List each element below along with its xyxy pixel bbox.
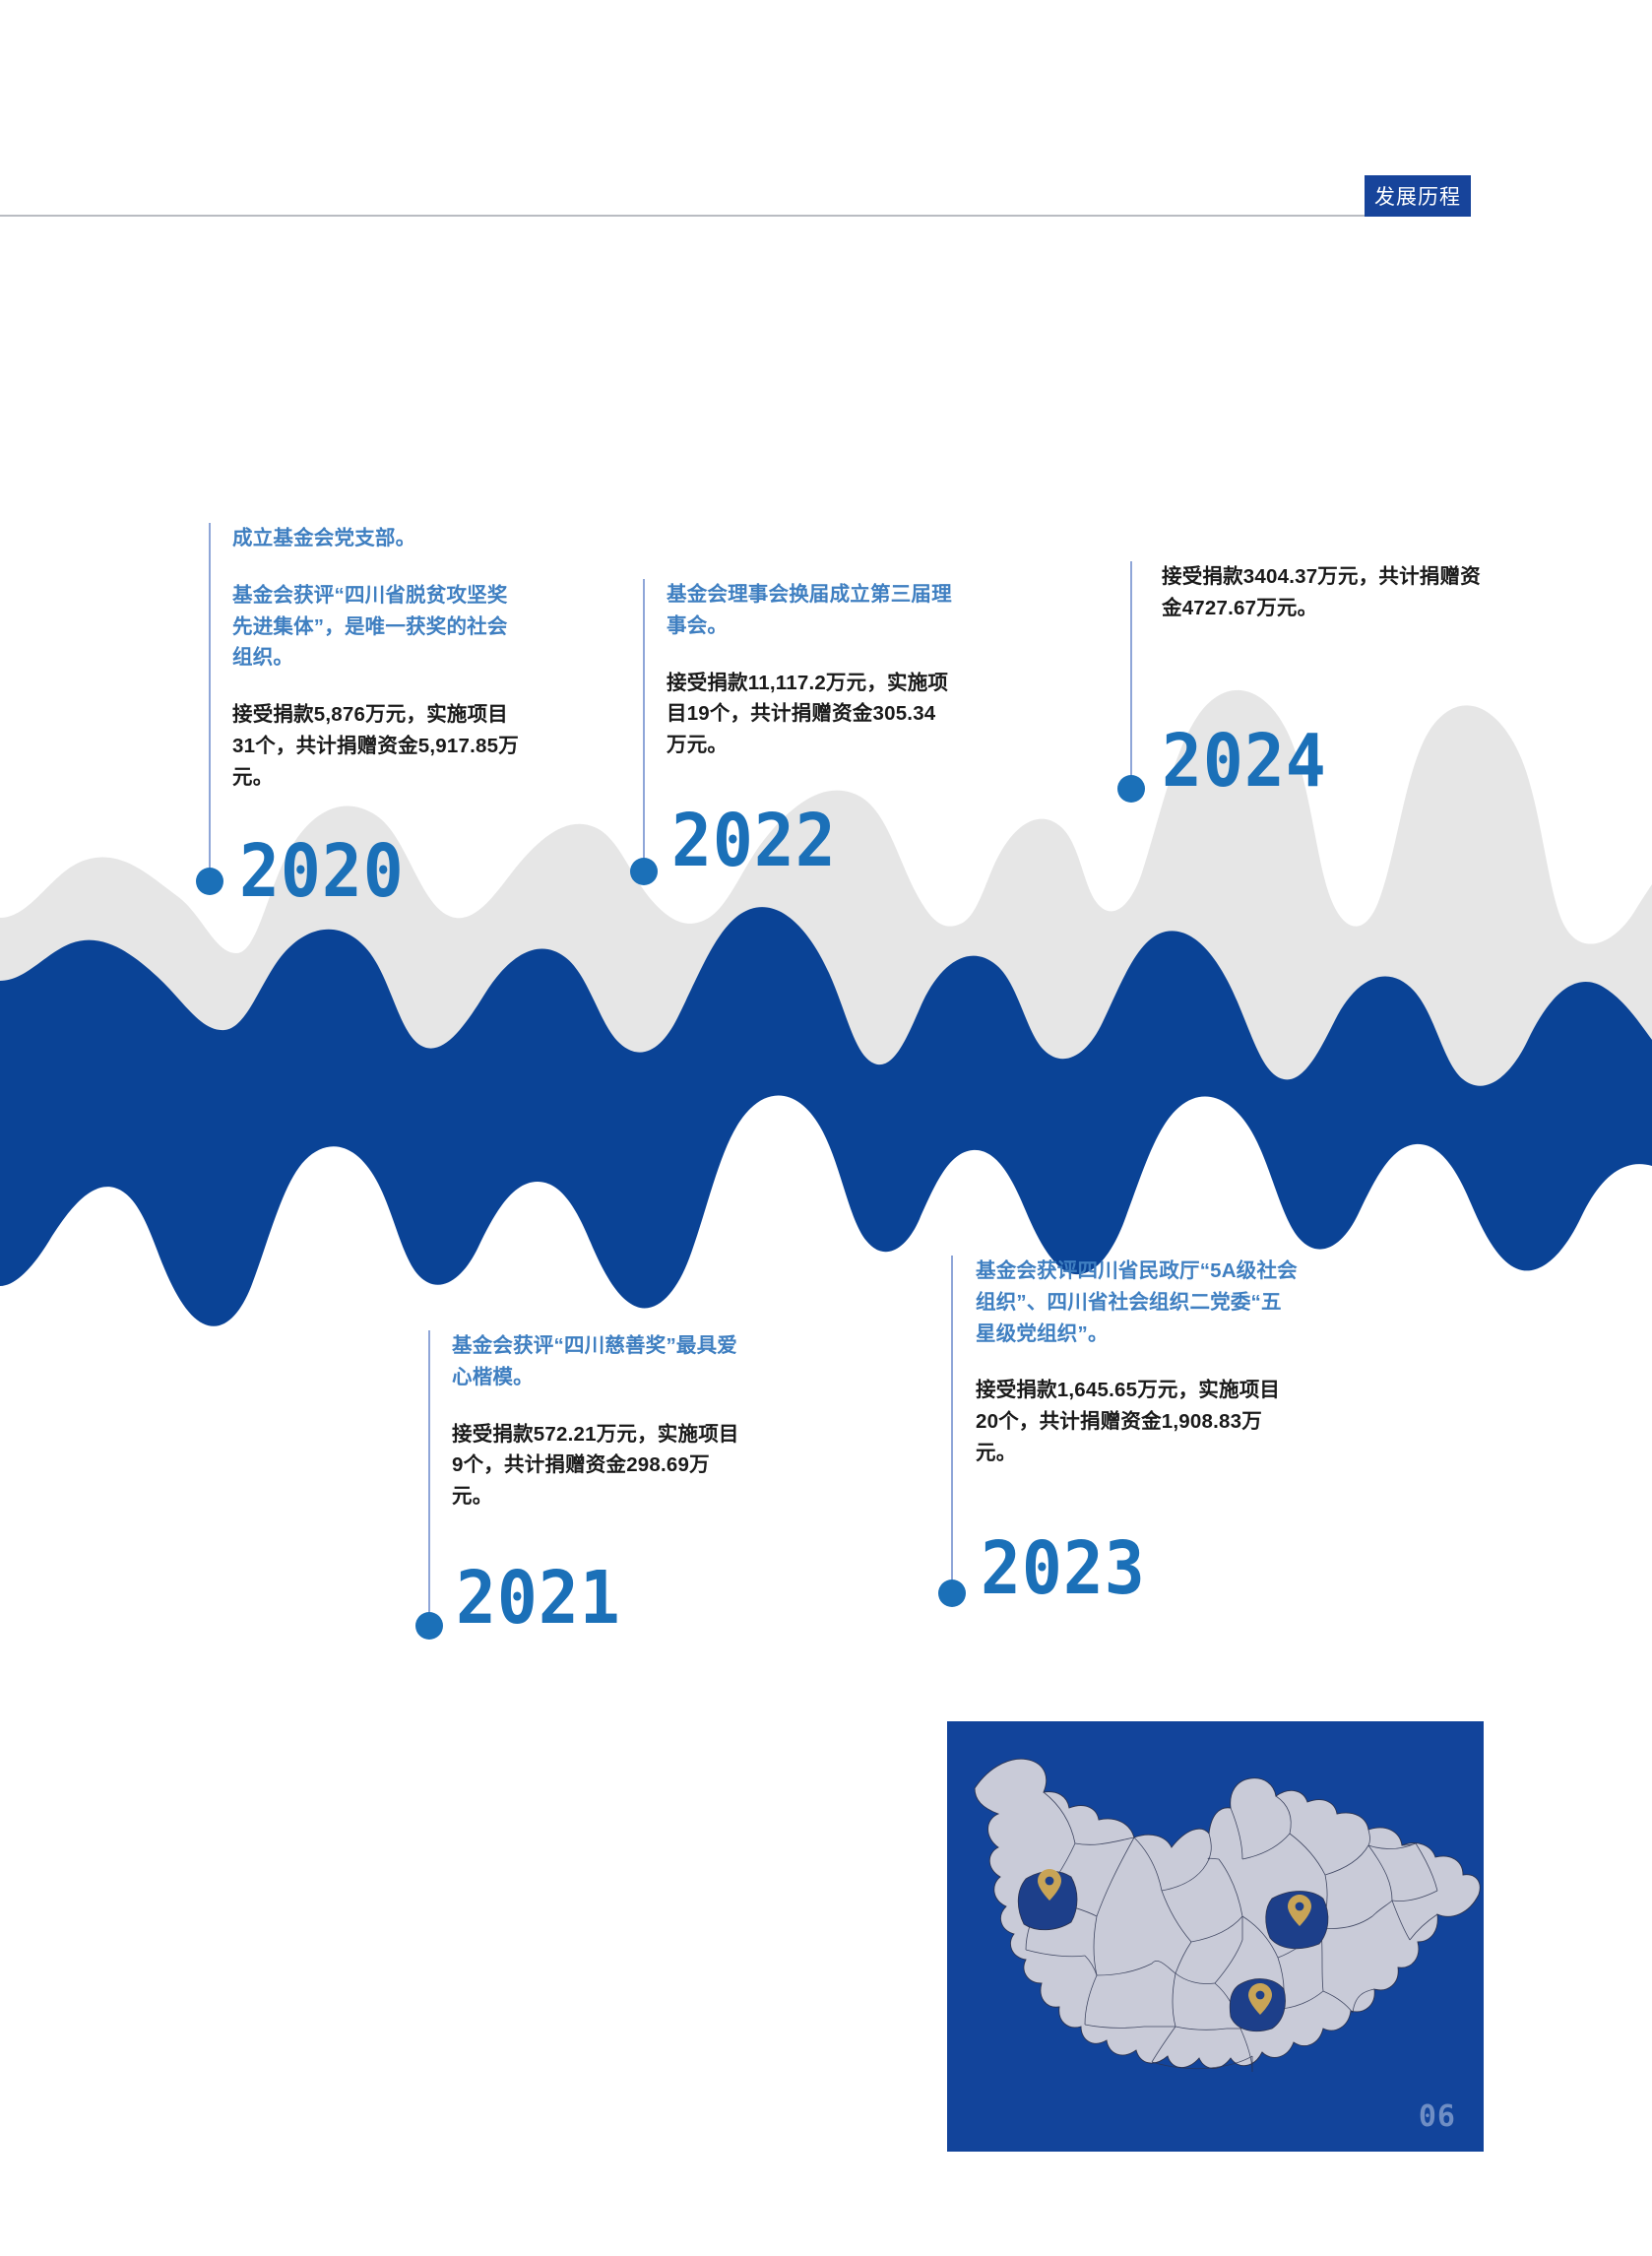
entry-text-2021: 基金会获评“四川慈善奖”最具爱心楷模。 接受捐款572.21万元，实施项目9个，… bbox=[452, 1330, 747, 1513]
entry-stem-2020 bbox=[209, 523, 211, 869]
timeline-entry-2021: 基金会获评“四川慈善奖”最具爱心楷模。 接受捐款572.21万元，实施项目9个，… bbox=[0, 0, 788, 1694]
entry-dot-2021 bbox=[415, 1612, 443, 1640]
map-card: 06 bbox=[947, 1721, 1484, 2152]
map-marker-south bbox=[1248, 1983, 1272, 2015]
entry-paragraph: 接受捐款11,117.2万元，实施项目19个，共计捐赠资金305.34万元。 bbox=[667, 671, 949, 757]
entry-year-2020: 2020 bbox=[239, 829, 405, 914]
entry-paragraph: 接受捐款3404.37万元，共计捐赠资金4727.67万元。 bbox=[1162, 565, 1481, 619]
entry-paragraph: 接受捐款1,645.65万元，实施项目20个，共计捐赠资金1,908.83万元。 bbox=[976, 1379, 1281, 1464]
entry-paragraph: 基金会获评四川省民政厅“5A级社会组织”、四川省社会组织二党委“五星级党组织”。 bbox=[976, 1259, 1298, 1345]
entry-text-2020: 成立基金会党支部。 基金会获评“四川省脱贫攻坚奖先进集体”，是唯一获奖的社会组织… bbox=[232, 523, 528, 793]
entry-year-2022: 2022 bbox=[671, 799, 837, 883]
entry-paragraph: 基金会获评“四川慈善奖”最具爱心楷模。 bbox=[452, 1334, 737, 1388]
entry-paragraph: 基金会获评“四川省脱贫攻坚奖先进集体”，是唯一获奖的社会组织。 bbox=[232, 583, 508, 670]
pin-inner-dot bbox=[1295, 1901, 1304, 1911]
entry-dot-2023 bbox=[938, 1579, 966, 1607]
map-region-west bbox=[1017, 1870, 1078, 1931]
entry-text-2024: 接受捐款3404.37万元，共计捐赠资金4727.67万元。 bbox=[1162, 561, 1487, 624]
entry-dot-2022 bbox=[630, 858, 658, 885]
map-land-shape bbox=[974, 1758, 1481, 2069]
timeline-entry-2020: 成立基金会党支部。 基金会获评“四川省脱贫攻坚奖先进集体”，是唯一获奖的社会组织… bbox=[0, 0, 551, 945]
page-number: 06 bbox=[1418, 2099, 1456, 2134]
pin-inner-dot bbox=[1045, 1876, 1054, 1886]
entry-text-2023: 基金会获评四川省民政厅“5A级社会组织”、四川省社会组织二党委“五星级党组织”。… bbox=[976, 1256, 1301, 1469]
entry-paragraph: 成立基金会党支部。 bbox=[232, 527, 416, 549]
header-divider bbox=[0, 215, 1463, 217]
entry-paragraph: 基金会理事会换届成立第三届理事会。 bbox=[667, 583, 952, 637]
timeline-entry-2023: 基金会获评四川省民政厅“5A级社会组织”、四川省社会组织二党委“五星级党组织”。… bbox=[938, 1256, 1301, 1611]
entry-year-2024: 2024 bbox=[1162, 719, 1327, 804]
entry-stem-2022 bbox=[643, 579, 645, 860]
entry-stem-2024 bbox=[1130, 561, 1132, 778]
entry-year-2023: 2023 bbox=[981, 1526, 1146, 1611]
entry-paragraph: 接受捐款572.21万元，实施项目9个，共计捐赠资金298.69万元。 bbox=[452, 1422, 739, 1509]
entry-stem-2023 bbox=[951, 1256, 953, 1593]
entry-stem-2021 bbox=[428, 1330, 430, 1626]
timeline-entry-2022: 基金会理事会换届成立第三届理事会。 接受捐款11,117.2万元，实施项目19个… bbox=[0, 0, 985, 906]
map-province-outline bbox=[974, 1758, 1481, 2073]
entry-year-2021: 2021 bbox=[456, 1556, 621, 1641]
entry-dot-2024 bbox=[1117, 775, 1145, 803]
section-badge: 发展历程 bbox=[1365, 175, 1471, 217]
timeline-entry-2024: 接受捐款3404.37万元，共计捐赠资金4727.67万元。 2024 bbox=[0, 0, 1536, 827]
pin-inner-dot bbox=[1255, 1990, 1265, 2000]
map-marker-west bbox=[1038, 1869, 1061, 1901]
map-marker-northeast bbox=[1288, 1895, 1311, 1926]
entry-text-2022: 基金会理事会换届成立第三届理事会。 接受捐款11,117.2万元，实施项目19个… bbox=[667, 579, 952, 761]
entry-paragraph: 接受捐款5,876万元，实施项目31个，共计捐赠资金5,917.85万元。 bbox=[232, 703, 519, 789]
entry-dot-2020 bbox=[196, 868, 223, 895]
